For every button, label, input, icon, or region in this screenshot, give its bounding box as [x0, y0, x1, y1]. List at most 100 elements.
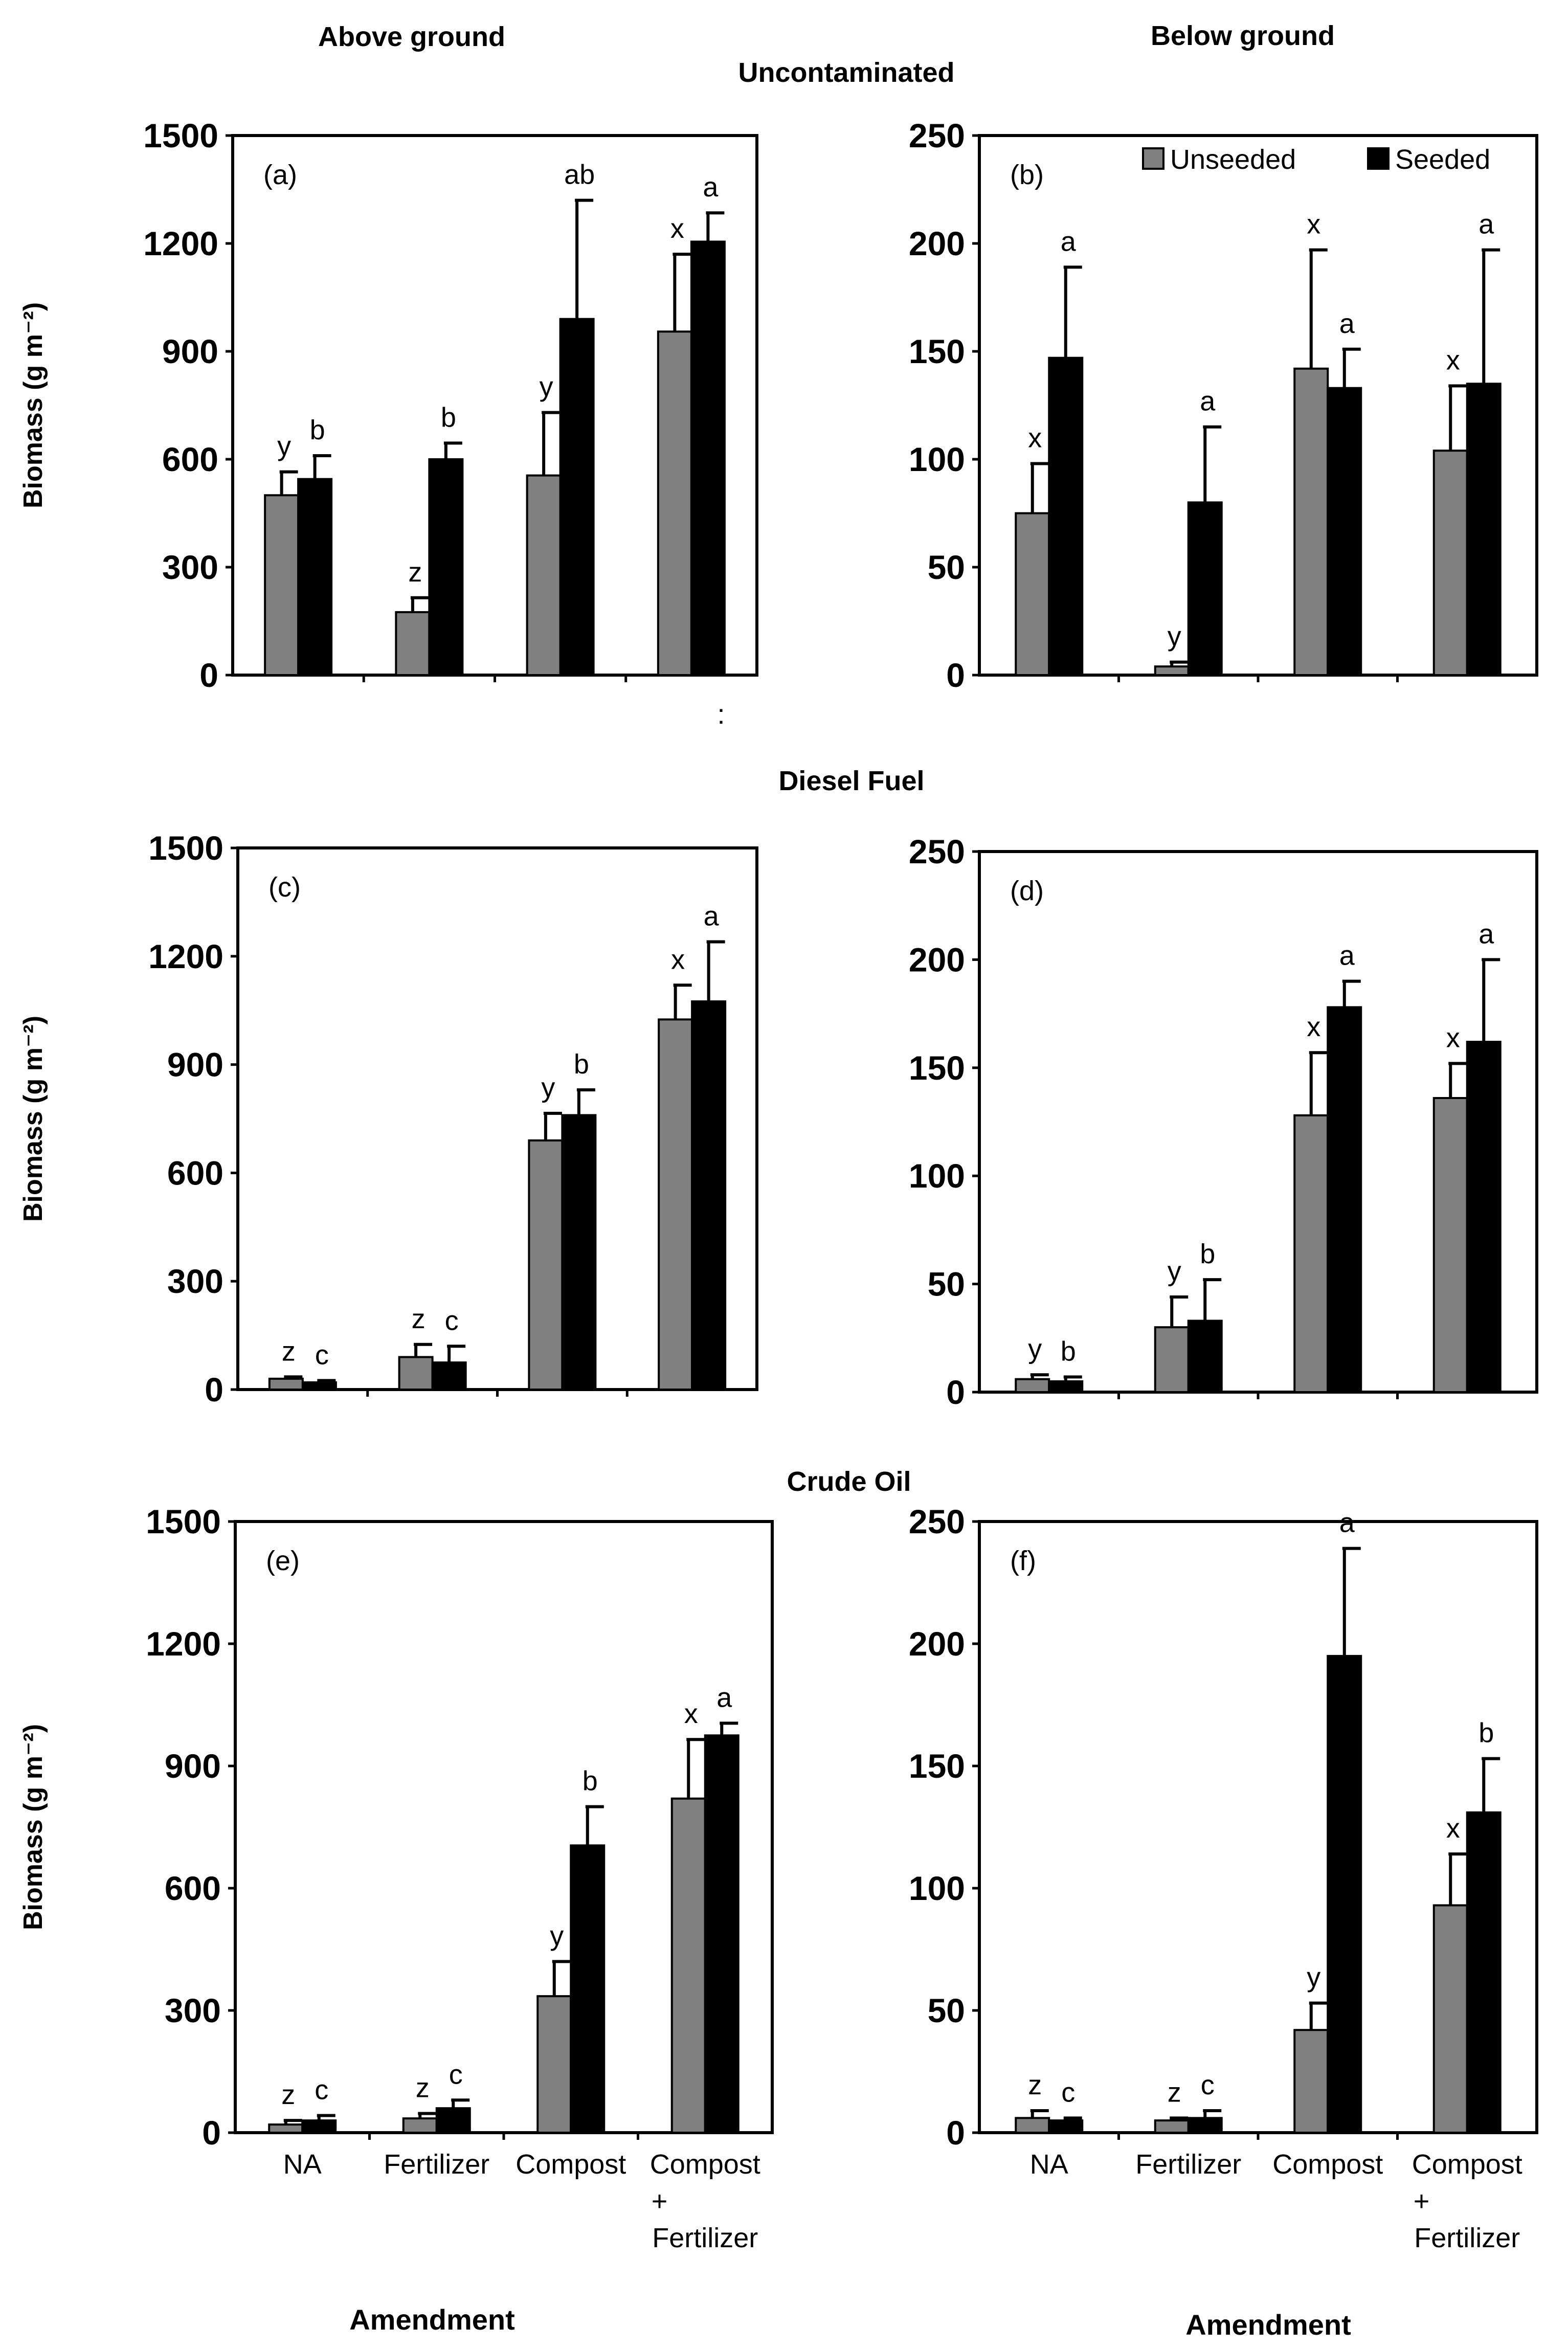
bar-seeded — [1048, 2119, 1084, 2134]
bar-unseeded — [1432, 1904, 1468, 2134]
significance-letter: x — [1307, 1012, 1320, 1042]
significance-letter: c — [315, 1339, 329, 1370]
legend-swatch-unseeded — [1142, 147, 1164, 170]
bar-seeded — [301, 1381, 337, 1391]
y-tick-label: 0 — [202, 2114, 221, 2152]
y-tick-label: 250 — [909, 833, 965, 870]
significance-letter: z — [282, 1336, 296, 1367]
significance-letter: a — [704, 901, 720, 932]
significance-letter: z — [1028, 2070, 1042, 2100]
significance-letter: x — [1446, 1813, 1460, 1844]
bar-seeded — [691, 1000, 727, 1391]
significance-letter: a — [1339, 941, 1355, 971]
y-tick-label: 200 — [909, 225, 965, 262]
significance-letter: c — [445, 1305, 459, 1336]
significance-letter: a — [1339, 1508, 1355, 1538]
bar-unseeded — [1154, 1326, 1190, 1393]
y-axis-label: Biomass (g m⁻²) — [18, 302, 48, 508]
stray-mark: : — [717, 699, 725, 730]
significance-letter: c — [449, 2059, 463, 2090]
category-label: Fertilizer — [652, 2223, 758, 2253]
bar-unseeded — [264, 494, 300, 676]
bar-unseeded — [268, 1377, 304, 1391]
bar-seeded — [690, 240, 726, 676]
significance-letter: a — [1479, 209, 1494, 240]
y-tick-label: 100 — [909, 1869, 965, 1907]
bar-seeded — [431, 1361, 467, 1391]
significance-letter: x — [1028, 422, 1042, 453]
y-tick-label: 900 — [167, 1046, 223, 1084]
bar-seeded — [435, 2107, 471, 2134]
y-tick-label: 250 — [909, 117, 965, 154]
significance-letter: b — [441, 402, 456, 433]
y-axis-label: Biomass (g m⁻²) — [18, 1016, 48, 1222]
bar-unseeded — [658, 1018, 693, 1391]
category-label: Compost — [650, 2149, 760, 2180]
bar-unseeded — [1154, 665, 1190, 676]
significance-letter: z — [416, 2073, 430, 2104]
category-label: NA — [1030, 2149, 1068, 2180]
bar-unseeded — [1432, 1097, 1468, 1393]
y-tick-label: 250 — [909, 1503, 965, 1540]
y-tick-label: 1500 — [148, 829, 223, 867]
y-tick-label: 150 — [909, 332, 965, 370]
legend-swatch-seeded — [1367, 147, 1390, 170]
bar-unseeded — [528, 1139, 564, 1391]
category-label: Compost — [516, 2149, 626, 2180]
bar-unseeded — [1015, 2117, 1050, 2134]
y-tick-label: 150 — [909, 1049, 965, 1087]
panel-d: 0 50 100 150 200 250 (d) y y x x b b a a — [909, 833, 1538, 1411]
bar-seeded — [570, 1844, 606, 2134]
section-title-uncontaminated: Uncontaminated — [738, 57, 954, 88]
section-title-diesel: Diesel Fuel — [778, 766, 924, 796]
significance-letter: a — [703, 172, 719, 203]
significance-letter: x — [1446, 345, 1460, 376]
category-label: Compost — [1272, 2149, 1383, 2180]
significance-letter: z — [281, 2079, 295, 2110]
y-tick-label: 200 — [909, 1625, 965, 1663]
bar-unseeded — [402, 2117, 438, 2134]
bar-seeded — [1466, 1811, 1502, 2134]
panel-e: 0 300 600 900 1200 1500 Biomass (g m⁻²) (e) z z y x… — [18, 1503, 774, 2253]
significance-letter: a — [1479, 919, 1494, 949]
bar-seeded — [1187, 2117, 1223, 2134]
bar-unseeded — [1293, 2029, 1329, 2134]
significance-letter: a — [716, 1682, 732, 1713]
significance-letter: z — [408, 557, 422, 588]
significance-letter: x — [1307, 209, 1320, 240]
significance-letter: x — [684, 1698, 698, 1729]
bar-unseeded — [395, 611, 431, 676]
y-tick-label: 50 — [928, 548, 965, 586]
significance-letter: y — [1168, 1256, 1181, 1287]
bar-seeded — [1327, 1654, 1362, 2134]
y-tick-label: 1500 — [143, 117, 218, 154]
column-title-below: Below ground — [1151, 20, 1335, 51]
bar-unseeded — [657, 330, 692, 676]
y-tick-label: 300 — [162, 548, 218, 586]
category-label: + — [652, 2186, 668, 2217]
y-axis-label: Biomass (g m⁻²) — [18, 1724, 48, 1930]
legend: Unseeded Seeded — [1142, 144, 1490, 175]
y-tick-label: 1200 — [143, 225, 218, 262]
y-tick-label: 0 — [946, 2114, 965, 2152]
y-tick-label: 1200 — [148, 937, 223, 975]
panel-label: (b) — [1010, 160, 1044, 190]
y-tick-label: 300 — [165, 1992, 221, 2029]
bar-unseeded — [1015, 512, 1050, 676]
bar-seeded — [1466, 1041, 1502, 1393]
y-tick-label: 900 — [165, 1747, 221, 1785]
significance-letter: b — [310, 415, 325, 445]
panel-c: 0 300 600 900 1200 1500 Biomass (g m⁻²) (c) z z y x… — [18, 829, 758, 1408]
y-tick-label: 0 — [205, 1371, 223, 1408]
bar-seeded — [297, 478, 333, 677]
y-tick-label: 150 — [909, 1747, 965, 1785]
category-label: + — [1414, 2186, 1430, 2217]
bar-unseeded — [398, 1356, 434, 1391]
legend-label-unseeded: Unseeded — [1170, 144, 1296, 175]
bar-seeded — [428, 458, 464, 676]
significance-letter: b — [1200, 1239, 1215, 1269]
bar-seeded — [1327, 387, 1362, 676]
significance-letter: y — [277, 431, 291, 462]
panel-b: 0 50 100 150 200 250 (b) x y x x a a a a — [909, 117, 1538, 694]
